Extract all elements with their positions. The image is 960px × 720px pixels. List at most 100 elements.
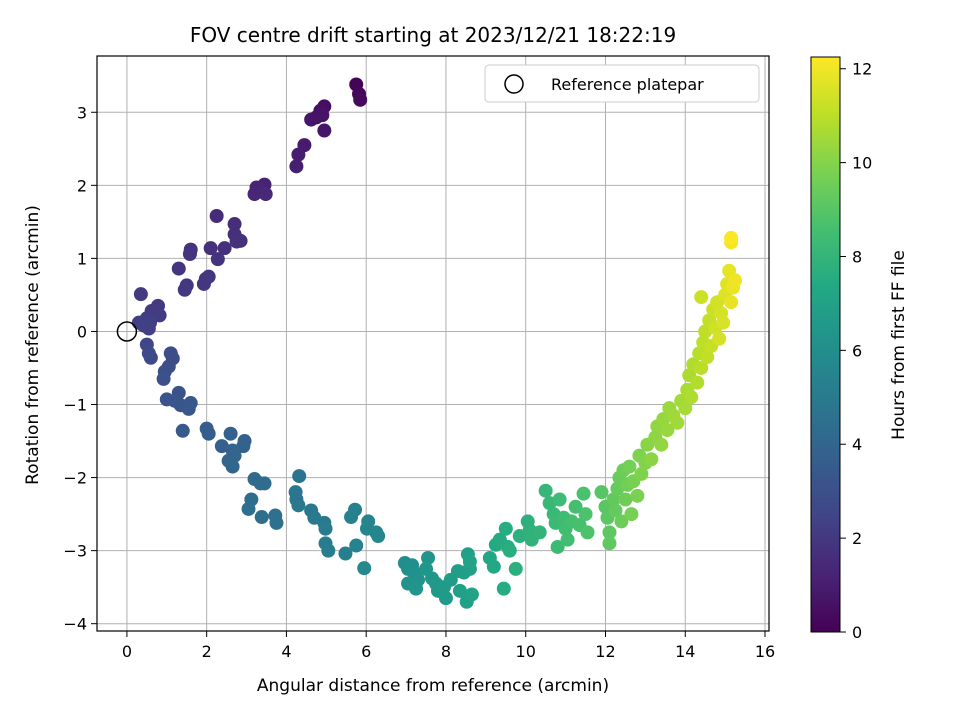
x-tick-label: 4 (281, 642, 291, 661)
scatter-point (660, 423, 675, 438)
x-tick-label: 8 (441, 642, 451, 661)
scatter-point (171, 261, 186, 276)
scatter-point (678, 401, 693, 416)
scatter-point (622, 459, 637, 474)
scatter-point (568, 499, 583, 514)
legend-box (484, 64, 760, 103)
scatter-point (338, 546, 353, 561)
scatter-point (602, 525, 617, 540)
scatter-point (580, 525, 595, 540)
scatter-point (175, 423, 190, 438)
scatter-point (291, 147, 306, 162)
x-axis-ticks: 0 2 4 6 8 10 12 14 16 (122, 631, 775, 661)
colorbar-tick-label: 0 (852, 623, 862, 642)
scatter-point (728, 273, 743, 288)
scatter-point (236, 439, 251, 454)
colorbar-label: Hours from first FF file (889, 250, 909, 440)
scatter-point (269, 515, 284, 530)
y-tick-label: −2 (63, 469, 87, 488)
scatter-point (694, 360, 709, 375)
scatter-point (684, 390, 699, 405)
y-axis-label: Rotation from reference (arcmin) (23, 205, 43, 485)
scatter-point (357, 561, 372, 576)
x-tick-label: 12 (595, 642, 615, 661)
scatter-point (344, 510, 359, 525)
x-axis-label: Angular distance from reference (arcmin) (257, 676, 609, 696)
y-axis-ticks: −4 −3 −2 −1 0 1 2 3 (63, 103, 97, 634)
scatter-point (532, 525, 547, 540)
scatter-point (654, 437, 669, 452)
scatter-point (156, 371, 171, 386)
colorbar-tick-label: 2 (852, 529, 862, 548)
scatter-point (578, 507, 593, 522)
colorbar-tick-label: 4 (852, 435, 862, 454)
scatter-point (576, 486, 591, 501)
scatter-point (304, 112, 319, 127)
scatter-point (321, 543, 336, 558)
scatter-point (409, 581, 424, 596)
scatter-point (438, 591, 453, 606)
y-tick-label: −4 (63, 615, 87, 634)
legend-marker-icon (504, 74, 524, 94)
scatter-point (181, 401, 196, 416)
scatter-point (254, 510, 269, 525)
scatter-point (552, 492, 567, 507)
scatter-point (464, 587, 479, 602)
legend: Reference platepar (484, 64, 760, 103)
scatter-point (371, 529, 386, 544)
scatter-point (712, 331, 727, 346)
colorbar-tick-label: 8 (852, 247, 862, 266)
scatter-point (421, 550, 436, 565)
scatter-point (217, 241, 232, 256)
x-tick-label: 10 (516, 642, 536, 661)
scatter-point (227, 217, 242, 232)
scatter-point (508, 561, 523, 576)
scatter-point (225, 459, 240, 474)
scatter-point (196, 276, 211, 291)
scatter-point (498, 521, 513, 536)
scatter-point (210, 252, 225, 267)
y-tick-label: 3 (77, 103, 87, 122)
scatter-point (606, 492, 621, 507)
scatter-point (670, 415, 685, 430)
scatter-point (289, 159, 304, 174)
colorbar-tick-label: 10 (852, 154, 872, 173)
scatter-point (496, 581, 511, 596)
scatter-point (317, 123, 332, 138)
y-tick-label: 1 (77, 249, 87, 268)
scatter-point (292, 469, 307, 484)
scatter-point (630, 488, 645, 503)
scatter-point (182, 246, 197, 261)
scatter-point (247, 187, 262, 202)
scatter-point (608, 503, 623, 518)
scatter-point (141, 321, 156, 336)
scatter-point (560, 532, 575, 547)
scatter-point (214, 439, 229, 454)
x-tick-label: 14 (675, 642, 695, 661)
scatter-point (624, 507, 639, 522)
scatter-point (462, 554, 477, 569)
legend-label: Reference platepar (551, 75, 704, 94)
reference-point-icon (116, 321, 138, 342)
grid-lines (97, 56, 769, 631)
plot-frame (96, 55, 770, 632)
scatter-point (690, 375, 705, 390)
scatter-point (486, 559, 501, 574)
scatter-point (209, 209, 224, 224)
x-tick-label: 16 (755, 642, 775, 661)
reference-marker (116, 321, 138, 342)
scatter-point (257, 476, 272, 491)
x-tick-label: 0 (122, 642, 132, 661)
colorbar: 0 2 4 6 8 10 12 Hours from first FF file (810, 56, 909, 642)
scatter-point (644, 452, 659, 467)
scatter-point (315, 108, 330, 123)
scatter-point (602, 536, 617, 551)
scatter-point (618, 492, 633, 507)
scatter-point (716, 315, 731, 330)
scatter-point (700, 350, 715, 365)
scatter-point (694, 290, 709, 305)
y-tick-label: −3 (63, 542, 87, 561)
scatter-point (258, 187, 273, 202)
scatter-point (152, 308, 167, 323)
